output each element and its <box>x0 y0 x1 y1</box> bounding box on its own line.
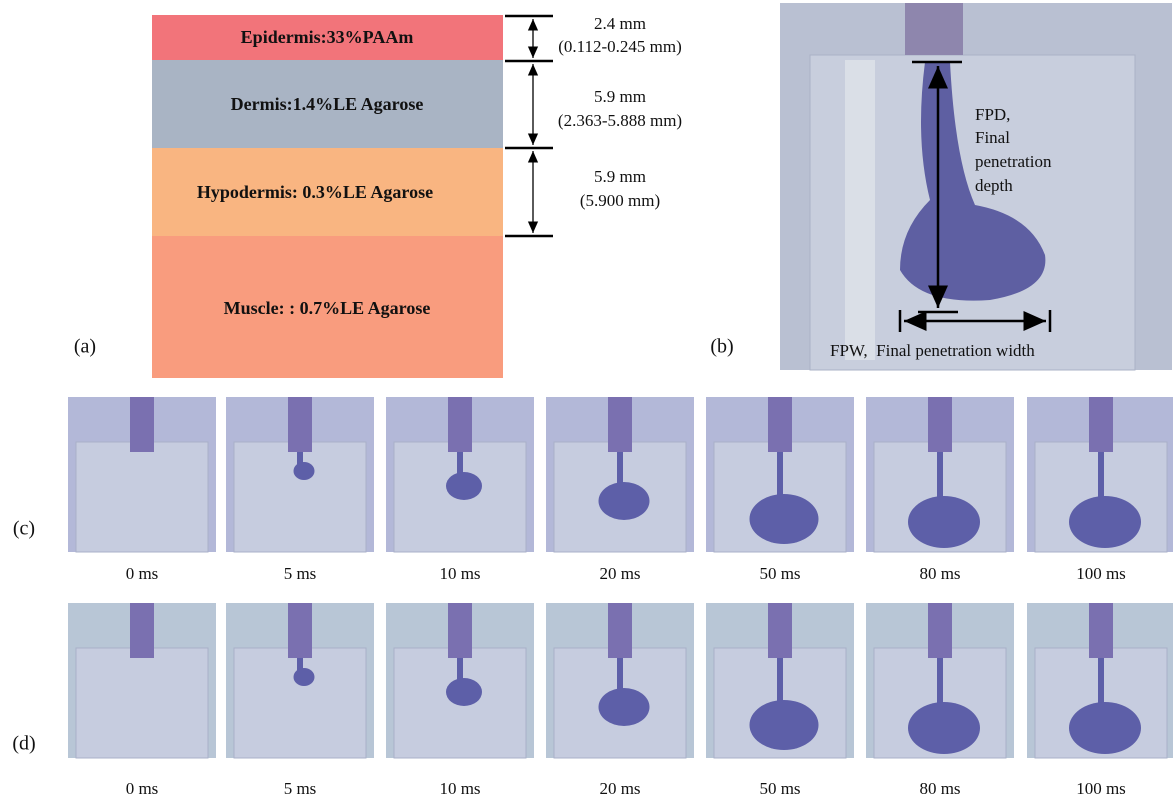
layer-label: Epidermis:33%PAAm <box>241 27 414 47</box>
time-label: 5 ms <box>284 564 317 583</box>
injectate <box>908 702 980 754</box>
figure: Epidermis:33%PAAm Dermis:1.4%LE Agarose … <box>0 0 1173 804</box>
syringe <box>448 397 472 452</box>
time-label: 50 ms <box>759 564 800 583</box>
injectate <box>599 482 650 520</box>
time-label: 100 ms <box>1076 779 1126 798</box>
dimension-range: (2.363-5.888 mm) <box>558 111 682 130</box>
fpw-label: FPW, Final penetration width <box>830 341 1035 360</box>
syringe <box>768 603 792 658</box>
panel-label: (c) <box>13 518 35 540</box>
panel-label: (d) <box>12 733 35 755</box>
fpd-label: FPD, <box>975 105 1010 124</box>
panel-label: (b) <box>710 336 733 358</box>
injectate <box>599 688 650 726</box>
syringe <box>288 603 312 658</box>
reflection <box>845 60 875 360</box>
dimension: 5.9 mm <box>594 167 646 186</box>
injectate <box>750 494 819 544</box>
syringe <box>1089 603 1113 658</box>
dimension: 2.4 mm <box>594 14 646 33</box>
dimension-range: (5.900 mm) <box>580 191 660 210</box>
syringe <box>288 397 312 452</box>
time-label: 50 ms <box>759 779 800 798</box>
injectate <box>294 668 315 686</box>
injectate <box>1069 702 1141 754</box>
fpd-label: depth <box>975 176 1013 195</box>
injectate <box>908 496 980 548</box>
time-label: 0 ms <box>126 779 159 798</box>
injectate <box>1069 496 1141 548</box>
injectate <box>294 462 315 480</box>
time-label: 10 ms <box>439 779 480 798</box>
syringe <box>1089 397 1113 452</box>
injectate <box>750 700 819 750</box>
time-label: 80 ms <box>919 564 960 583</box>
gel-block <box>76 442 208 552</box>
syringe <box>928 397 952 452</box>
injectate <box>446 472 482 500</box>
syringe <box>448 603 472 658</box>
time-label: 5 ms <box>284 779 317 798</box>
layer-label: Hypodermis: 0.3%LE Agarose <box>197 182 433 202</box>
time-label: 10 ms <box>439 564 480 583</box>
syringe <box>608 603 632 658</box>
dimension: 5.9 mm <box>594 87 646 106</box>
syringe <box>768 397 792 452</box>
dimension-range: (0.112-0.245 mm) <box>558 37 682 56</box>
time-label: 100 ms <box>1076 564 1126 583</box>
time-label: 20 ms <box>599 779 640 798</box>
fpd-label: penetration <box>975 152 1052 171</box>
syringe <box>905 3 963 55</box>
gel-block <box>76 648 208 758</box>
panel-label: (a) <box>74 336 96 358</box>
time-label: 20 ms <box>599 564 640 583</box>
time-label: 0 ms <box>126 564 159 583</box>
syringe <box>608 397 632 452</box>
layer-label: Dermis:1.4%LE Agarose <box>231 94 424 114</box>
layer-label: Muscle: : 0.7%LE Agarose <box>224 298 431 318</box>
syringe <box>928 603 952 658</box>
time-label: 80 ms <box>919 779 960 798</box>
fpd-label: Final <box>975 128 1010 147</box>
syringe <box>130 603 154 658</box>
syringe <box>130 397 154 452</box>
dimension-lines <box>505 16 553 236</box>
injectate <box>446 678 482 706</box>
